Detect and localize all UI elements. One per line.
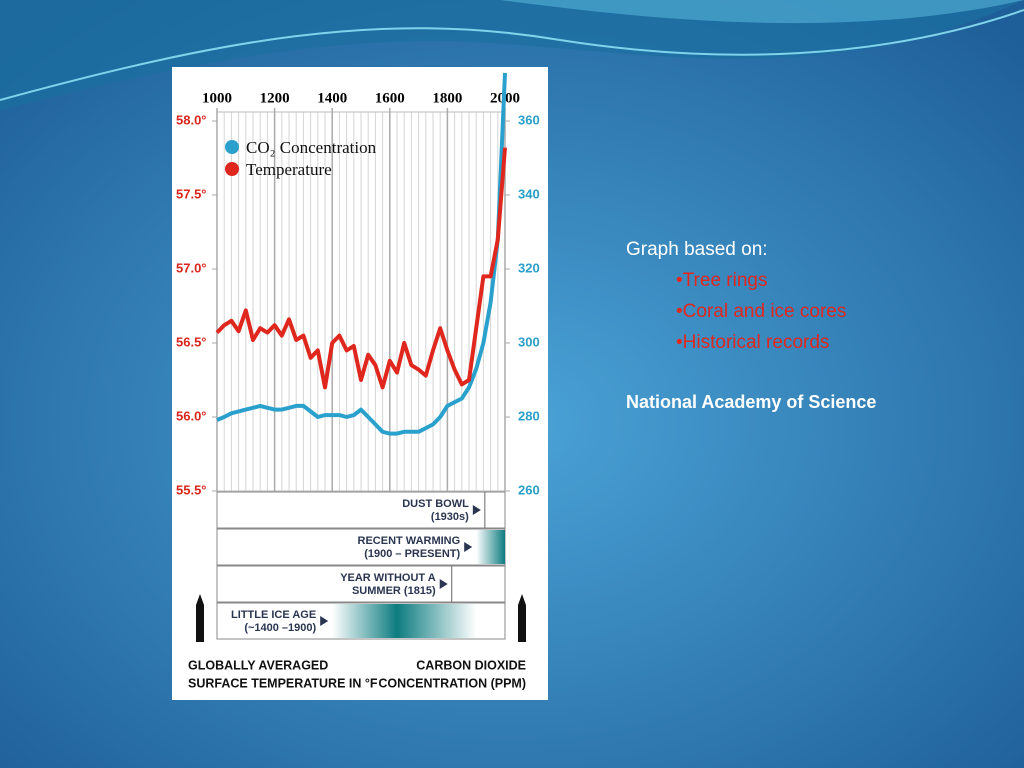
axis-arrow (196, 594, 204, 642)
heading: Graph based on: (626, 239, 768, 260)
event-arrow (320, 616, 329, 626)
event-row (216, 491, 506, 529)
event-label: YEAR WITHOUT A (340, 572, 436, 584)
event-label: LITTLE ICE AGE (231, 609, 316, 621)
event-row (216, 565, 506, 603)
event-arrow (439, 579, 448, 589)
series-line (216, 72, 507, 436)
event-span (332, 604, 477, 638)
x-tick-label: 1600 (375, 90, 405, 106)
wave (0, 0, 1024, 24)
legend-label: Temperature (246, 160, 332, 179)
series-group (215, 72, 507, 436)
event-label: (1900 – PRESENT) (364, 548, 460, 560)
x-tick-label: 1000 (202, 90, 232, 106)
y-tick-label: 57.5° (176, 186, 207, 201)
y-tick-label: 58.0° (176, 112, 207, 127)
y2-axis-title: CONCENTRATION (PPM) (378, 676, 526, 690)
axis-arrow (518, 594, 526, 642)
y-axis-title: SURFACE TEMPERATURE IN °F (188, 676, 378, 690)
y2-tick-label: 280 (518, 408, 540, 423)
y2-tick-label: 320 (518, 260, 540, 275)
y-tick-label: 56.5° (176, 334, 207, 349)
event-label: (~1400 –1900) (244, 622, 316, 634)
y-tick-label: 56.0° (176, 408, 207, 423)
plot: 1000 1200 1400 1600 1800 200055.5°56.0°56.5°5… (176, 72, 540, 640)
y-tick-label: 57.0° (176, 260, 207, 275)
y2-tick-label: 260 (518, 482, 540, 497)
event-span (476, 530, 505, 564)
x-tick-label: 1200 (260, 90, 290, 106)
event-label: (1930s) (431, 511, 469, 523)
legend-label: CO₂ Concentration (246, 138, 377, 157)
event-label: RECENT WARMING (358, 535, 461, 547)
event-label: DUST BOWL (402, 498, 469, 510)
y-axis-title: GLOBALLY AVERAGED (188, 658, 328, 672)
event-label: SUMMER (1815) (352, 585, 436, 597)
bullet: •Tree rings (676, 270, 767, 291)
source: National Academy of Science (626, 392, 876, 412)
y2-tick-label: 360 (518, 112, 540, 127)
legend-swatch (225, 140, 239, 154)
x-tick-label: 1400 (317, 90, 347, 106)
bullet: •Historical records (676, 332, 829, 353)
event-arrow (472, 505, 481, 515)
wave-line (0, 9, 1024, 101)
y2-tick-label: 340 (518, 186, 540, 201)
y2-tick-label: 300 (518, 334, 540, 349)
y2-axis-title: CARBON DIOXIDE (416, 658, 526, 672)
wave (0, 0, 1024, 110)
x-tick-label: 1800 (432, 90, 462, 106)
event-arrow (464, 542, 473, 552)
series-line (215, 147, 507, 390)
bullet: •Coral and ice cores (676, 301, 846, 322)
legend-swatch (225, 162, 239, 176)
y-tick-label: 55.5° (176, 482, 207, 497)
